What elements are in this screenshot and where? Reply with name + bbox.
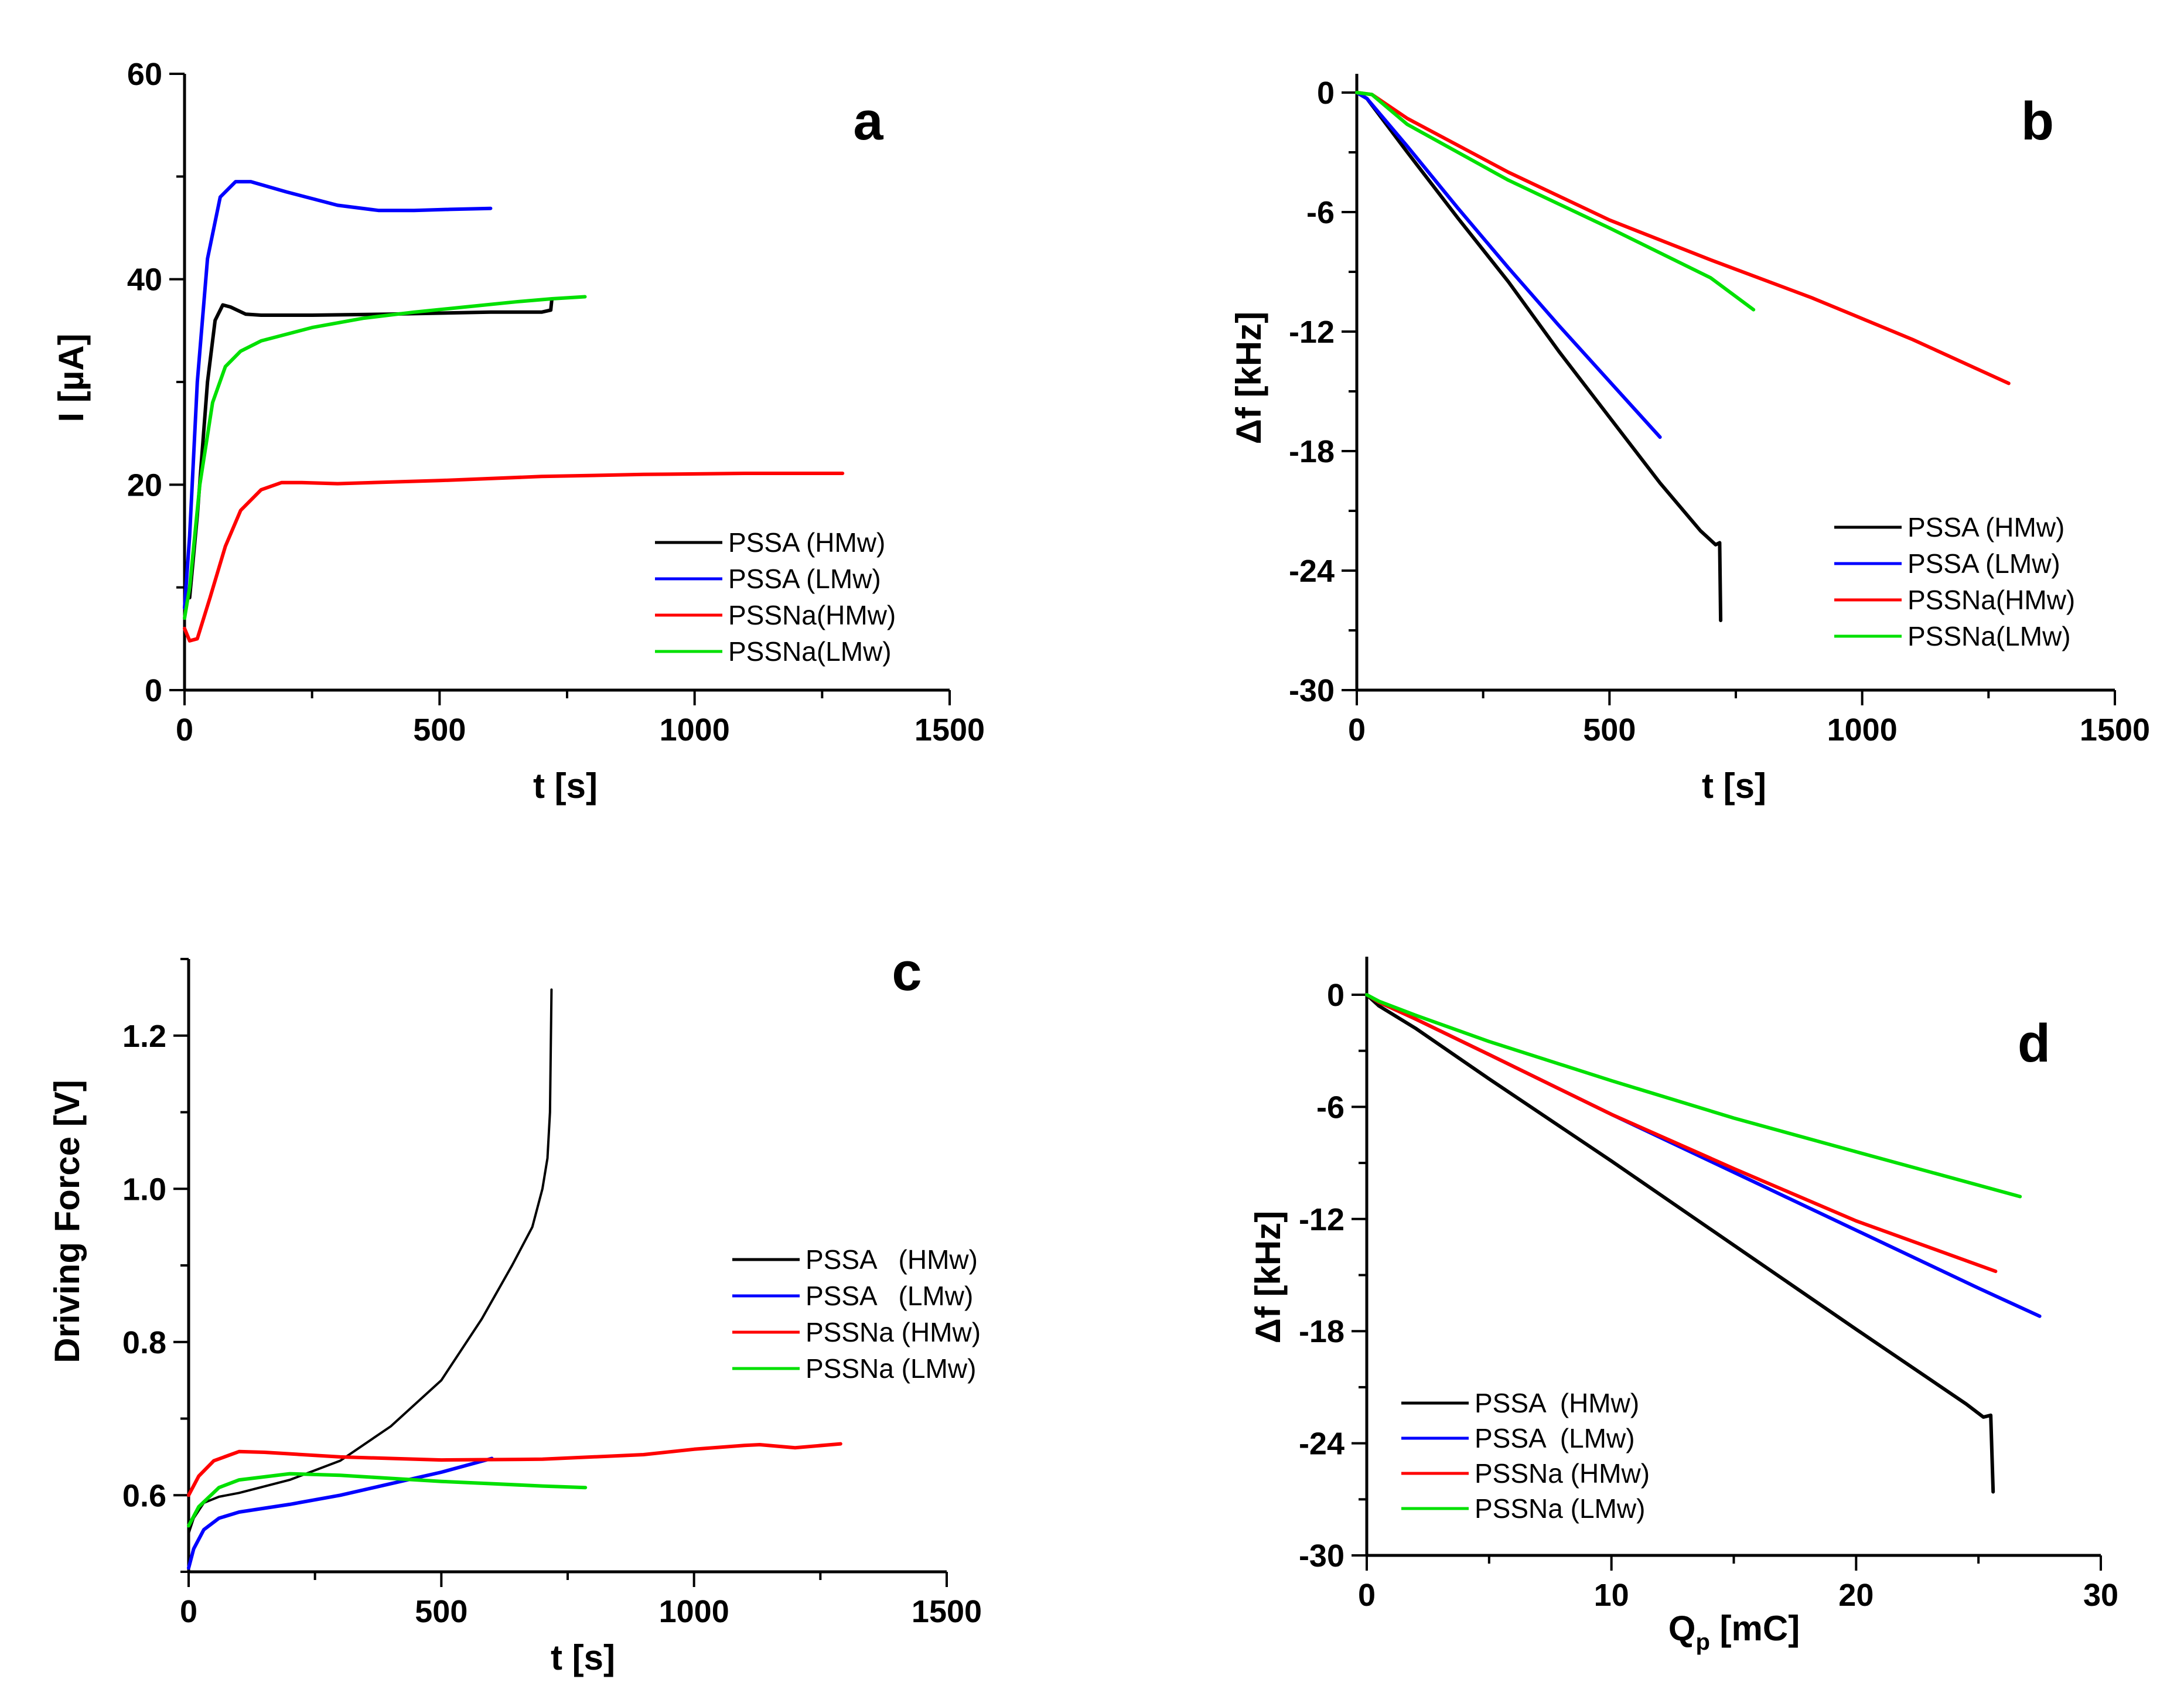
legend-label: PSSNa(LMw)	[728, 636, 892, 667]
panel-letter: c	[892, 942, 922, 1002]
series-line-4	[187, 1472, 588, 1528]
legend-label: PSSA (LMw)	[1907, 548, 2060, 579]
x-tick-label: 1000	[659, 1594, 729, 1629]
y-tick-label: -12	[1289, 315, 1335, 350]
y-tick-label: 0.8	[122, 1325, 166, 1360]
series-line-4	[1355, 91, 1756, 312]
legend-label: PSSNa(HMw)	[1907, 585, 2075, 615]
y-tick-label: 60	[127, 57, 162, 92]
x-tick-label: 20	[1838, 1578, 1874, 1613]
legend-label: PSSA (LMw)	[1475, 1423, 1635, 1453]
legend-label: PSSA (HMw)	[728, 527, 885, 558]
y-axis-title: Driving Force [V]	[47, 1080, 87, 1363]
y-tick-label: 20	[127, 467, 162, 503]
panel-letter: a	[853, 91, 883, 151]
legend: PSSA (HMw) PSSA (LMw) PSSNa(HMw) PSSNa(LMw)	[655, 527, 896, 667]
x-tick-label: 500	[413, 712, 466, 748]
legend-label: PSSA (LMw)	[806, 1281, 973, 1311]
series-line-2	[183, 180, 493, 610]
panel-letter: b	[2021, 91, 2054, 151]
legend-label: PSSA (HMw)	[1475, 1388, 1639, 1418]
series-line-2	[1355, 91, 1662, 439]
y-tick-label: 0	[1317, 76, 1335, 111]
x-axis-title: t [s]	[533, 766, 598, 806]
series-line-2	[187, 1456, 494, 1570]
legend-label: PSSNa (LMw)	[1475, 1493, 1645, 1524]
x-tick-label: 0	[176, 712, 193, 748]
y-tick-label: -18	[1289, 434, 1335, 469]
series-line-1	[1355, 91, 1723, 622]
chart-panel-a: 0 500 1000 1500 0 20 40 60 t [s] I [µA] a PSSA (HMw…	[52, 57, 985, 806]
y-tick-label: -24	[1289, 554, 1335, 589]
y-tick-label: -18	[1299, 1314, 1344, 1349]
y-tick-label: 0	[1327, 978, 1344, 1013]
y-tick-label: 40	[127, 262, 162, 298]
legend: PSSA (HMw) PSSA (LMw) PSSNa (HMw) PSSNa (LM…	[732, 1244, 981, 1384]
x-axis-title: Qp [mC]	[1668, 1609, 1800, 1655]
y-axis-title: I [µA]	[52, 333, 91, 422]
y-tick-label: -6	[1306, 195, 1335, 230]
legend-label: PSSNa(HMw)	[728, 600, 896, 630]
x-tick-label: 500	[415, 1594, 467, 1629]
legend-label: PSSNa (LMw)	[806, 1353, 976, 1384]
y-tick-label: 0.6	[122, 1478, 166, 1513]
series-line-3	[1365, 993, 1998, 1274]
legend-label: PSSA (HMw)	[806, 1244, 978, 1275]
series-line-4	[1365, 993, 2022, 1199]
x-tick-label: 30	[2083, 1578, 2118, 1613]
legend-label: PSSNa(LMw)	[1907, 621, 2071, 651]
x-tick-label: 1000	[1827, 712, 1898, 748]
chart-panel-d: 0 10 20 30 0 -6 -12 -18 -24 -30 Qp [mC] Δf [kHz] d PS…	[1248, 957, 2118, 1655]
chart-panel-c: 0 500 1000 1500 0.6 0.8 1.0 1.2 t [s] Driving For…	[47, 942, 982, 1677]
x-tick-label: 10	[1594, 1578, 1629, 1613]
legend-label: PSSA (LMw)	[728, 564, 881, 594]
series-line-1	[187, 988, 553, 1535]
x-tick-label: 1500	[914, 712, 985, 748]
series-line-3	[183, 472, 845, 643]
y-tick-label: -6	[1316, 1090, 1344, 1125]
x-tick-label: 500	[1583, 712, 1636, 748]
chart-panel-b: 0 500 1000 1500 0 -6 -12 -18 -24 -30 t [s] Δf [kHz]…	[1229, 74, 2150, 806]
series-line-4	[183, 295, 587, 620]
legend: PSSA (HMw) PSSA (LMw) PSSNa (HMw) PSSNa (LM…	[1401, 1388, 1650, 1524]
x-tick-label: 0	[1348, 712, 1366, 748]
series-line-1	[183, 298, 554, 600]
y-axis-title: Δf [kHz]	[1229, 312, 1268, 444]
y-tick-label: 0	[145, 673, 162, 708]
x-tick-label: 1500	[912, 1594, 982, 1629]
x-tick-label: 1500	[2080, 712, 2150, 748]
y-tick-label: 1.2	[122, 1019, 166, 1054]
legend-label: PSSNa (HMw)	[806, 1317, 981, 1347]
legend: PSSA (HMw) PSSA (LMw) PSSNa(HMw) PSSNa(LMw)	[1834, 512, 2075, 651]
series-line-3	[1355, 91, 2011, 385]
y-tick-label: 1.0	[122, 1172, 166, 1207]
x-axis-title: t [s]	[551, 1638, 615, 1677]
panel-letter: d	[2018, 1013, 2050, 1073]
y-tick-label: -12	[1299, 1202, 1344, 1237]
x-axis-title: t [s]	[1702, 766, 1766, 806]
x-tick-label: 0	[1358, 1578, 1376, 1613]
legend-label: PSSNa (HMw)	[1475, 1458, 1650, 1489]
x-tick-label: 1000	[660, 712, 730, 748]
y-tick-label: -24	[1299, 1427, 1344, 1462]
series-line-3	[187, 1442, 842, 1497]
legend-label: PSSA (HMw)	[1907, 512, 2064, 542]
x-tick-label: 0	[180, 1594, 197, 1629]
y-axis-title: Δf [kHz]	[1248, 1211, 1288, 1343]
y-tick-label: -30	[1289, 673, 1335, 708]
series-line-1	[1365, 993, 1995, 1494]
y-tick-label: -30	[1299, 1538, 1344, 1574]
